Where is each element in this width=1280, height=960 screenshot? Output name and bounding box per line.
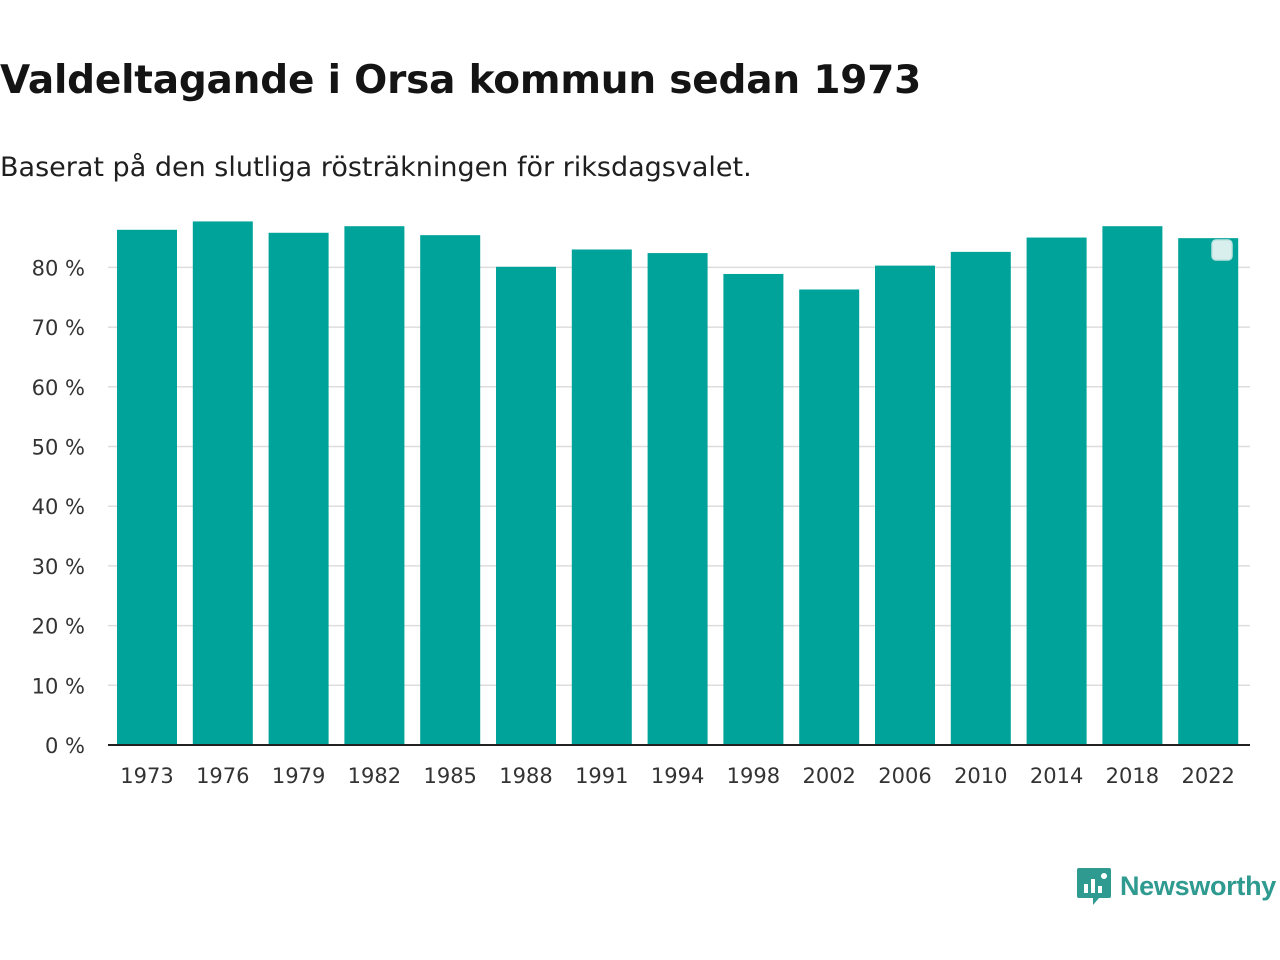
bar-chart: 0 % 10 % 20 % 30 % 40 % 50 % 60 % 70 % 80 % 1973… [32, 221, 1250, 788]
bar-2006 [875, 265, 935, 745]
y-tick-label: 40 % [32, 495, 85, 519]
brand-name: Newsworthy [1119, 870, 1276, 901]
x-axis-tick-labels: 1973 1976 1979 1982 1985 1988 1991 1994 1998 2002… [120, 764, 1235, 788]
bar-1991 [571, 249, 632, 746]
x-tick-label: 2022 [1181, 764, 1234, 788]
x-tick-label: 1994 [651, 764, 704, 788]
legend-marker[interactable] [1211, 239, 1233, 261]
bar-2014 [1026, 237, 1087, 746]
bar-1979 [268, 232, 329, 746]
x-tick-label: 2006 [878, 764, 931, 788]
bar-2018 [1102, 226, 1163, 745]
x-tick-label: 1988 [499, 764, 552, 788]
bar-1998 [723, 273, 784, 745]
x-tick-label: 1976 [196, 764, 249, 788]
bars [117, 221, 1239, 746]
bar-1973 [117, 229, 177, 745]
y-tick-label: 0 % [45, 734, 85, 758]
y-tick-label: 30 % [32, 555, 85, 579]
x-tick-label: 1979 [272, 764, 325, 788]
x-tick-label: 2018 [1106, 764, 1159, 788]
x-tick-label: 1998 [727, 764, 780, 788]
x-tick-label: 1982 [348, 764, 401, 788]
bar-2022 [1178, 238, 1239, 745]
bar-chart-badge-icon [1076, 868, 1111, 905]
brand-logo: Newsworthy [1076, 866, 1276, 906]
chart-subtitle: Baserat på den slutliga rösträkningen fö… [0, 152, 752, 183]
y-tick-label: 20 % [32, 615, 85, 639]
x-tick-label: 2002 [802, 764, 855, 788]
bar-1976 [192, 221, 253, 745]
chart-title: Valdeltagande i Orsa kommun sedan 1973 [0, 58, 922, 103]
y-tick-label: 70 % [32, 316, 85, 340]
y-tick-label: 10 % [32, 674, 85, 698]
x-tick-label: 2014 [1030, 764, 1083, 788]
bar-2002 [799, 289, 860, 745]
x-tick-label: 1973 [120, 764, 173, 788]
bar-1982 [344, 226, 405, 745]
y-axis-tick-labels: 0 % 10 % 20 % 30 % 40 % 50 % 60 % 70 % 80 % [32, 256, 85, 758]
bar-1988 [496, 266, 556, 745]
y-tick-label: 60 % [32, 376, 85, 400]
x-tick-label: 2010 [954, 764, 1007, 788]
y-tick-label: 50 % [32, 436, 85, 460]
x-tick-label: 1991 [575, 764, 628, 788]
y-tick-label: 80 % [32, 256, 85, 280]
bar-1994 [647, 253, 708, 745]
bar-2010 [950, 251, 1011, 746]
bar-1985 [420, 235, 481, 746]
x-tick-label: 1985 [423, 764, 476, 788]
